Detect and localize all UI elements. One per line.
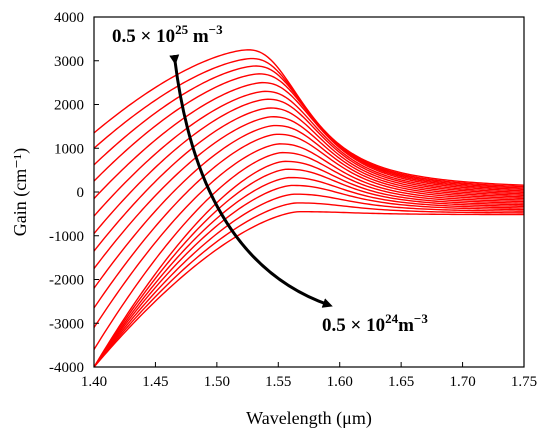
x-tick-label: 1.45 [142, 374, 168, 390]
gain-curve-series [94, 90, 524, 218]
gain-curve-series [94, 193, 524, 367]
gain-curve-series [94, 202, 524, 367]
gain-curve-series [94, 49, 524, 186]
gain-curve-series [94, 143, 524, 329]
gain-curve-series [94, 168, 524, 367]
y-tick-label: -3000 [49, 316, 84, 332]
x-axis-ticks: 1.40 1.45 1.50 1.55 1.60 1.65 1.70 1.75 [81, 362, 537, 390]
x-axis-title: Wavelength (μm) [246, 408, 372, 429]
y-tick-label: 1000 [54, 141, 84, 157]
y-tick-label: -2000 [49, 273, 84, 289]
x-tick-label: 1.55 [265, 374, 291, 390]
x-tick-label: 1.40 [81, 374, 107, 390]
annotation-bottom-density: 0.5 × 1024m−3 [322, 311, 428, 336]
y-axis-ticks: 4000 3000 2000 1000 0 -1000 -2000 -3000 -4000 [49, 10, 99, 376]
y-tick-label: -4000 [49, 360, 84, 376]
y-tick-label: 3000 [54, 54, 84, 70]
y-tick-label: -1000 [49, 229, 84, 245]
y-axis-title: Gain (cm⁻¹) [10, 148, 31, 236]
x-tick-label: 1.60 [327, 374, 353, 390]
annotation-top-density: 0.5 × 1025 m−3 [112, 22, 223, 47]
x-tick-label: 1.70 [449, 374, 475, 390]
y-tick-label: 0 [77, 185, 85, 201]
gain-curve-series [94, 116, 524, 270]
x-tick-label: 1.50 [204, 374, 230, 390]
x-tick-label: 1.65 [388, 374, 414, 390]
x-tick-label: 1.75 [511, 374, 537, 390]
gain-curve-series [94, 151, 524, 351]
density-arrow [169, 54, 333, 308]
y-tick-label: 2000 [54, 98, 84, 114]
gain-curves [94, 49, 524, 367]
y-tick-label: 4000 [54, 10, 84, 26]
